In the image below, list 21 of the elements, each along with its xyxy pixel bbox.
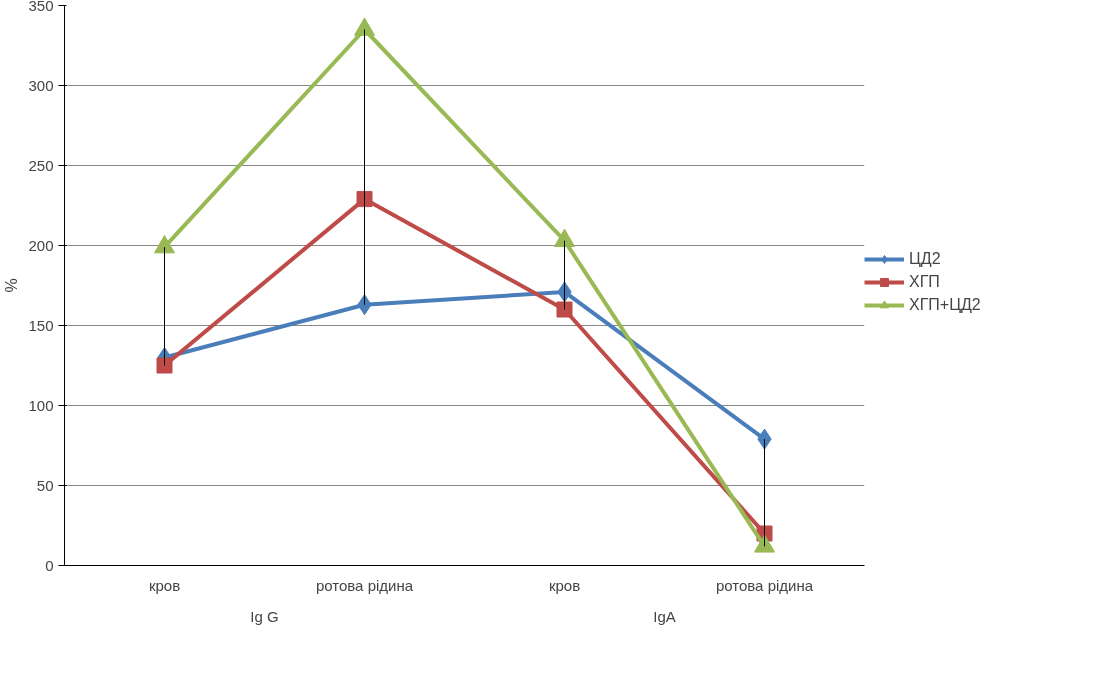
y-tick-label: 50 xyxy=(36,476,54,494)
y-axis-title: % xyxy=(3,278,21,293)
point xyxy=(156,357,173,374)
text: Ig G xyxy=(250,607,279,625)
point xyxy=(556,301,573,318)
y-tick-label: 250 xyxy=(28,156,54,174)
x-tick-label: кров xyxy=(548,576,581,594)
legend-label: ХГП xyxy=(909,273,940,291)
point xyxy=(356,191,373,208)
legend-label: ЦД2 xyxy=(909,250,941,268)
y-tick-label: 150 xyxy=(28,316,54,334)
y-tick-label: 0 xyxy=(45,556,54,574)
x-tick-label: ротова рідина xyxy=(315,576,414,594)
y-tick-label: 300 xyxy=(28,76,54,94)
y-tick-label: 100 xyxy=(28,396,54,414)
y-tick-label: 350 xyxy=(28,0,54,14)
x-tick-label: ротова рідина xyxy=(715,576,814,594)
text: IgA xyxy=(653,607,676,625)
x-tick-label: кров xyxy=(148,576,181,594)
y-tick-label: 200 xyxy=(28,236,54,254)
legend-label: ХГП+ЦД2 xyxy=(909,296,981,314)
